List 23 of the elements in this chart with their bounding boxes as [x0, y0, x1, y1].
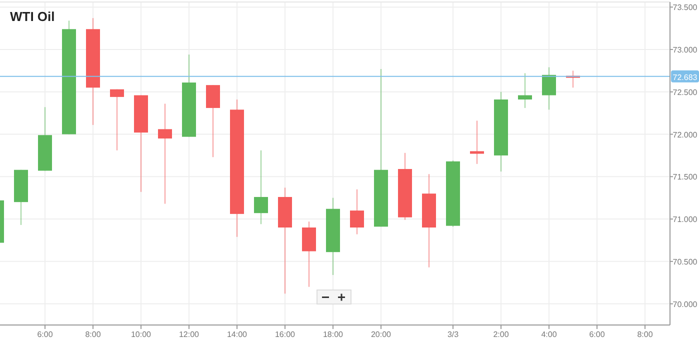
- x-tick-label: 6:00: [37, 330, 54, 339]
- x-tick-label: 8:00: [637, 330, 654, 339]
- x-tick-label: 14:00: [226, 330, 248, 339]
- y-tick-label: 72.000: [672, 130, 698, 140]
- x-tick-label: 6:00: [589, 330, 606, 339]
- x-tick-label: 4:00: [541, 330, 558, 339]
- x-tick-label: 8:00: [85, 330, 102, 339]
- y-tick-label: 70.500: [672, 257, 698, 266]
- y-tick-label: 73.500: [672, 3, 698, 12]
- x-tick-label: 10:00: [130, 330, 152, 339]
- x-tick-label: 20:00: [370, 330, 392, 339]
- x-tick-label: 2:00: [493, 330, 510, 339]
- x-tick-label: 16:00: [274, 330, 296, 339]
- y-tick-label: 71.000: [672, 215, 698, 224]
- x-tick-label: 3/3: [447, 330, 460, 339]
- y-tick-label: 73.000: [672, 45, 698, 54]
- text: WTI Oil: [10, 9, 55, 24]
- x-tick-label: 18:00: [322, 330, 344, 339]
- x-tick-label: 12:00: [178, 330, 200, 339]
- ref-line-label: 72.683: [672, 72, 698, 82]
- y-tick-label: 71.500: [672, 172, 698, 182]
- y-tick-label: 70.000: [672, 300, 698, 309]
- y-tick-label: 72.500: [672, 88, 698, 97]
